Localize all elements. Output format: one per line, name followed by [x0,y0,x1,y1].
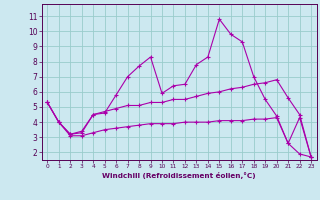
X-axis label: Windchill (Refroidissement éolien,°C): Windchill (Refroidissement éolien,°C) [102,172,256,179]
